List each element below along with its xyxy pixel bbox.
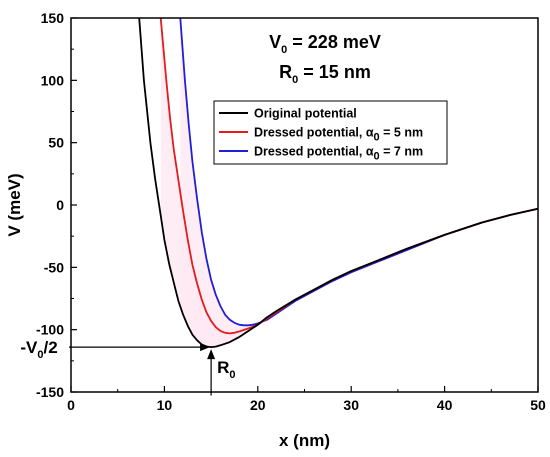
y-tick-label: -100 <box>36 322 64 338</box>
x-tick-label: 0 <box>67 397 75 413</box>
y-tick-label: -50 <box>44 259 64 275</box>
y-tick-label: -150 <box>36 384 64 400</box>
r0-sub: 0 <box>292 74 298 86</box>
half-depth-arrowhead <box>200 343 211 352</box>
y-axis-label: V (meV) <box>5 173 24 236</box>
legend-box <box>213 100 448 165</box>
legend-label-original: Original potential <box>254 107 357 121</box>
x-axis-ticks: 0 10 20 30 40 50 <box>67 386 546 413</box>
r0-main: R <box>279 62 292 82</box>
y-axis-ticks: -150 -100 -50 0 50 100 150 <box>36 10 77 400</box>
shaded-regions <box>160 18 276 348</box>
legend-label-alpha5: Dressed potential, α0 = 5 nm <box>254 126 423 144</box>
v0-main: V <box>269 32 281 52</box>
legend: Original potential Dressed potential, α0… <box>213 100 448 165</box>
half-depth-label: -V0/2 <box>20 338 57 361</box>
x-tick-label: 20 <box>250 397 266 413</box>
y-tick-label: 50 <box>48 135 64 151</box>
dressed-alpha7-curve <box>179 18 538 327</box>
r0-parameter: R0 = 15 nm <box>279 62 371 86</box>
x-tick-label: 10 <box>157 397 173 413</box>
original-potential-curve <box>138 18 538 348</box>
r0-rest: = 15 nm <box>298 62 371 82</box>
x-tick-label: 50 <box>530 397 546 413</box>
x-tick-label: 40 <box>437 397 453 413</box>
r0-label: R0 <box>217 358 235 381</box>
legend-label-alpha7: Dressed potential, α0 = 7 nm <box>254 145 423 163</box>
shade-region-2 <box>180 18 276 348</box>
y-tick-label: 100 <box>41 72 65 88</box>
r0-arrowhead <box>207 349 216 360</box>
x-axis-label: x (nm) <box>279 431 330 450</box>
v0-rest: = 228 meV <box>287 32 381 52</box>
v0-parameter: V0 = 228 meV <box>269 32 381 56</box>
curves <box>138 18 538 348</box>
annotations: -V0/2 R0 <box>20 338 236 396</box>
x-tick-label: 30 <box>343 397 359 413</box>
y-tick-label: 150 <box>41 10 65 26</box>
y-tick-label: 0 <box>56 197 64 213</box>
v0-sub: 0 <box>281 44 287 56</box>
